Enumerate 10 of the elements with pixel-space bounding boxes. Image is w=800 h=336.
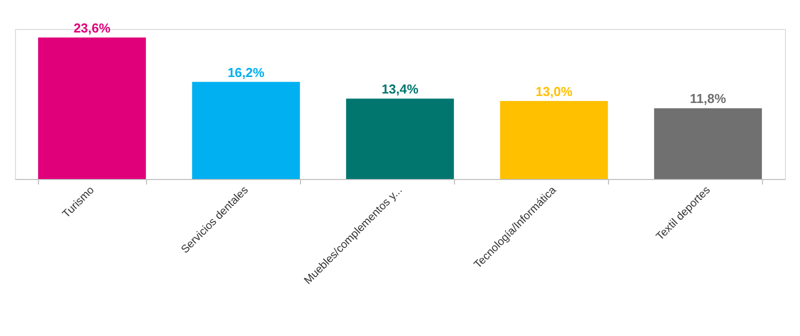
data-label: 23,6% [74,20,111,36]
bar [192,82,300,179]
data-label: 13,4% [382,82,419,97]
bar [346,98,454,179]
bar [38,37,146,179]
data-label: 16,2% [228,64,265,80]
data-label: 11,8% [690,91,727,106]
data-label: 13,0% [536,84,573,100]
bar [500,101,608,179]
bar [654,108,762,179]
